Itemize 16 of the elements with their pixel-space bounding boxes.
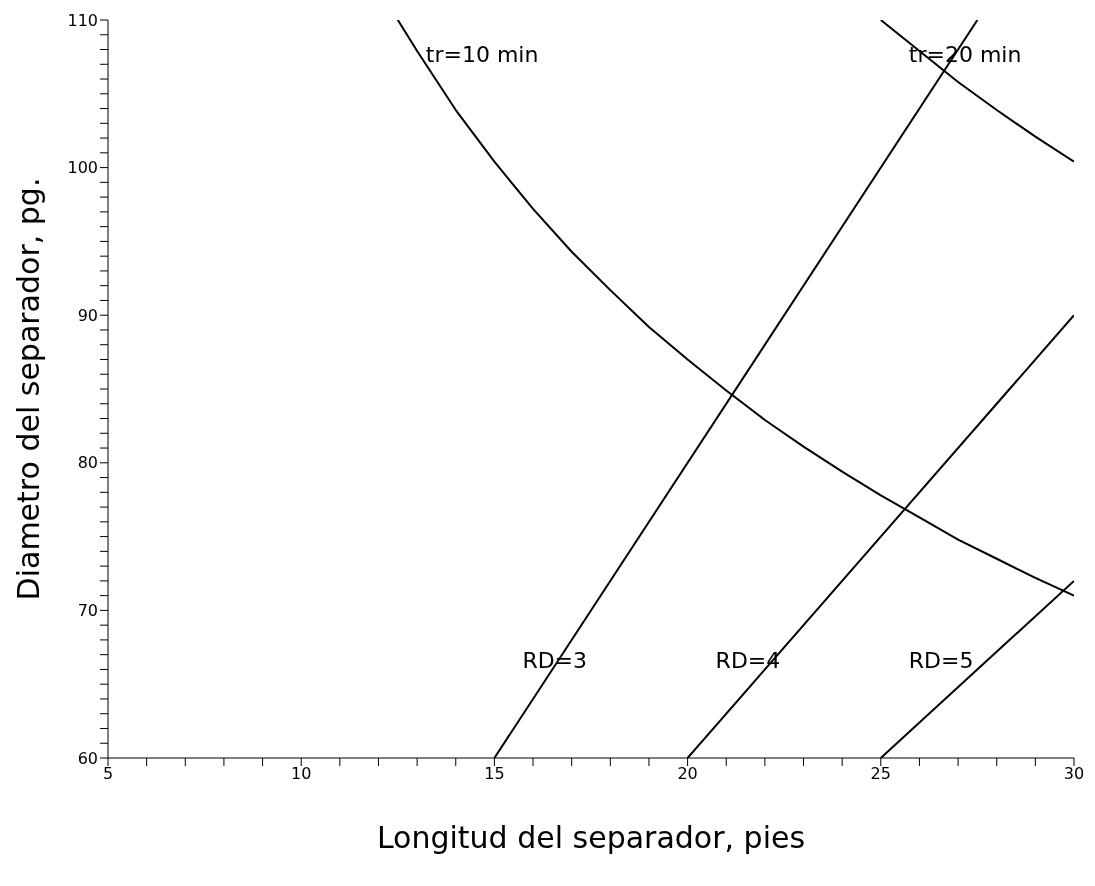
x-axis-title: Longitud del separador, pies bbox=[376, 820, 806, 855]
y-axis-title: Diametro del separador, pg. bbox=[10, 177, 46, 601]
y-tick-label: 110 bbox=[67, 10, 98, 30]
y-tick-label: 80 bbox=[77, 453, 98, 473]
series-label: RD=5 bbox=[908, 648, 974, 673]
x-tick-label: 15 bbox=[484, 764, 505, 784]
x-tick-label: 25 bbox=[870, 764, 891, 784]
x-tick-label: 5 bbox=[102, 764, 114, 784]
series-label: tr=10 min bbox=[425, 42, 539, 67]
y-tick-label: 100 bbox=[67, 158, 98, 178]
y-tick-label: 60 bbox=[77, 748, 98, 768]
x-tick-label: 30 bbox=[1063, 764, 1085, 784]
x-tick-label: 20 bbox=[677, 764, 698, 784]
y-tick-label: 70 bbox=[77, 601, 98, 621]
x-tick-label: 10 bbox=[291, 764, 312, 784]
y-tick-label: 90 bbox=[77, 305, 98, 325]
